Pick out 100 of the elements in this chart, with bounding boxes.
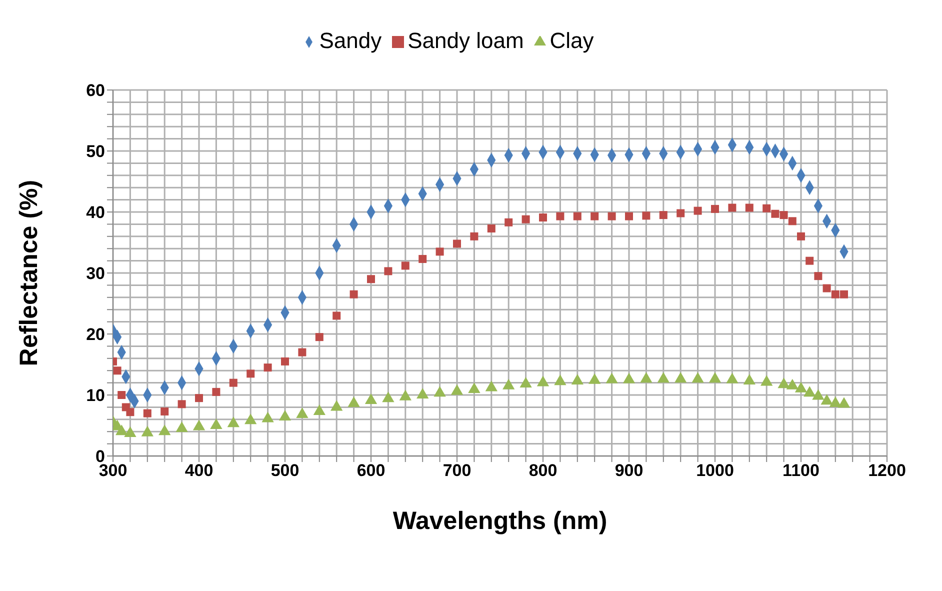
point	[262, 412, 274, 422]
y-tick-label: 20	[86, 325, 105, 344]
point	[118, 391, 126, 399]
point	[659, 211, 668, 220]
point	[820, 394, 833, 405]
point	[771, 210, 780, 218]
x-axis-title: Wavelengths (nm)	[392, 507, 608, 535]
point	[829, 396, 842, 408]
point	[520, 377, 532, 388]
legend-label: Clay	[550, 28, 594, 53]
point	[780, 211, 788, 220]
point	[192, 420, 206, 430]
point	[124, 426, 136, 437]
point	[436, 248, 444, 256]
x-tick-label: 500	[270, 461, 300, 480]
y-axis-title: Reflectance (%)	[14, 180, 43, 366]
point	[332, 312, 341, 320]
point	[313, 404, 326, 415]
point	[113, 366, 122, 375]
y-tick-label: 10	[86, 386, 105, 406]
point	[278, 410, 292, 420]
point	[657, 372, 670, 383]
point	[116, 424, 128, 436]
y-tick-label: 30	[86, 264, 105, 284]
point	[160, 407, 169, 416]
x-tick-label: 1100	[782, 461, 820, 480]
x-tick-label: 600	[356, 461, 386, 480]
point	[778, 378, 790, 388]
point	[625, 212, 633, 220]
point	[831, 290, 840, 298]
point	[590, 212, 599, 220]
point	[195, 394, 203, 402]
point	[760, 375, 773, 386]
point	[244, 414, 257, 424]
x-tick-label: 700	[442, 461, 472, 480]
point	[708, 372, 722, 383]
point	[692, 372, 704, 383]
point	[453, 240, 461, 248]
point	[711, 204, 719, 213]
point	[694, 206, 702, 215]
y-tick-label: 60	[86, 81, 105, 100]
x-tick-label: 800	[528, 461, 558, 480]
point	[212, 388, 220, 396]
point	[726, 372, 738, 384]
point	[674, 372, 687, 383]
point	[573, 212, 582, 220]
point	[622, 372, 636, 384]
point	[804, 386, 816, 397]
point	[246, 370, 255, 378]
point	[468, 382, 480, 394]
point	[143, 409, 152, 418]
point	[642, 212, 650, 220]
point	[141, 426, 154, 436]
point	[676, 209, 685, 218]
point	[384, 267, 392, 276]
point	[298, 348, 306, 356]
point	[401, 262, 410, 270]
point	[745, 204, 754, 212]
y-tick-label: 40	[86, 203, 105, 222]
point	[504, 218, 513, 226]
point	[728, 204, 736, 212]
point	[588, 373, 601, 384]
point	[227, 416, 240, 428]
point	[350, 290, 358, 298]
point	[450, 384, 464, 395]
point	[786, 378, 798, 390]
point	[743, 374, 756, 384]
y-tick-label: 50	[86, 142, 105, 162]
point	[126, 408, 134, 416]
point	[797, 232, 805, 240]
point	[367, 275, 375, 284]
point	[178, 400, 186, 408]
point	[418, 254, 427, 263]
point	[158, 424, 171, 436]
point	[502, 378, 515, 390]
x-tick-label: 300	[98, 461, 128, 480]
point	[330, 400, 343, 411]
point	[536, 376, 550, 386]
point	[485, 380, 498, 392]
point	[229, 378, 238, 387]
point	[364, 393, 378, 404]
point	[840, 290, 848, 298]
point	[382, 392, 394, 402]
point	[176, 422, 188, 432]
point	[640, 372, 652, 383]
point	[822, 284, 831, 292]
point	[806, 256, 814, 265]
point	[434, 386, 446, 397]
point	[487, 224, 496, 232]
point	[788, 217, 796, 226]
point	[762, 204, 771, 212]
point	[315, 333, 324, 342]
point	[416, 388, 429, 399]
x-tick-label: 1000	[696, 461, 734, 480]
point	[838, 397, 850, 408]
point	[794, 382, 808, 392]
point	[608, 212, 616, 220]
legend-label: Sandy	[319, 28, 382, 53]
legend-label: Sandy loam	[408, 28, 524, 53]
point	[522, 215, 530, 224]
